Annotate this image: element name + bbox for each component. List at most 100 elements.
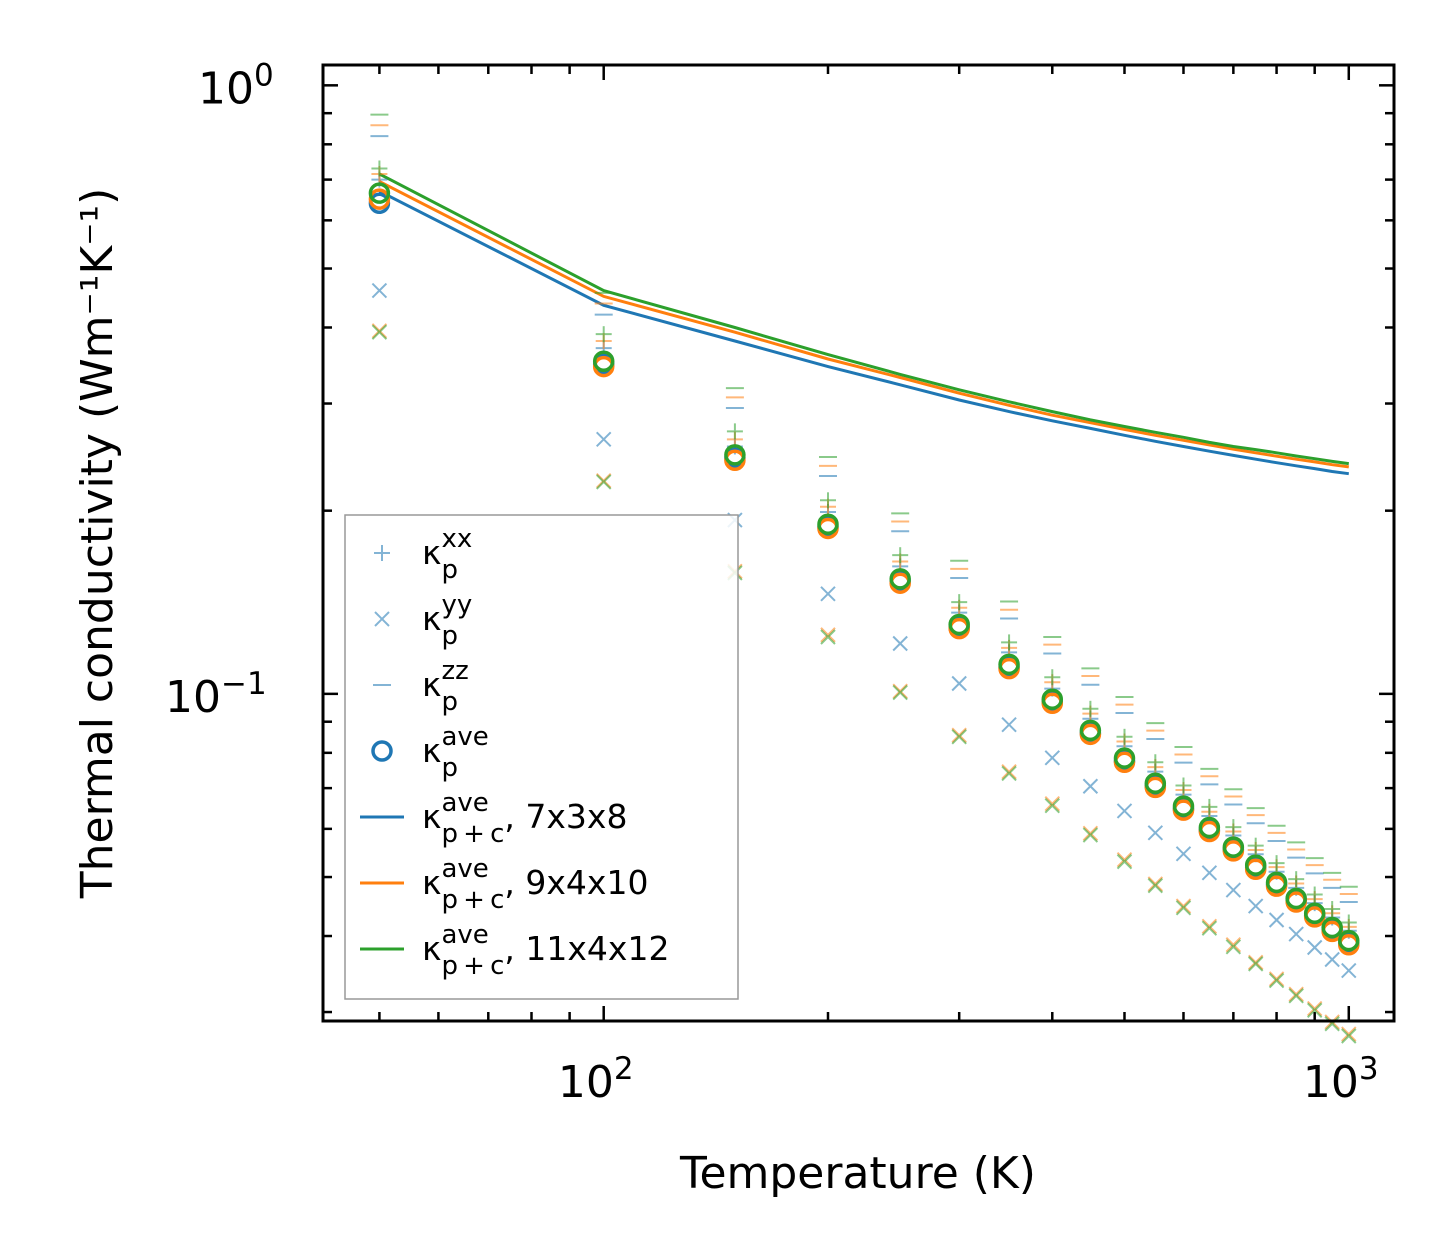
data-point-x	[1175, 900, 1192, 916]
y-tick-label: 10−1	[165, 666, 267, 723]
data-point-x-b	[1175, 900, 1192, 916]
data-point-x	[1001, 716, 1017, 733]
legend-label-sup: ave	[441, 854, 488, 884]
x-tick-label-exp: 2	[614, 1051, 634, 1087]
data-point-x	[1044, 750, 1060, 766]
data-point-x-b	[1044, 795, 1060, 812]
data-point-x-b	[371, 324, 388, 340]
data-point-x	[1247, 898, 1264, 914]
legend-label-sub: p	[441, 555, 458, 585]
data-point-x	[371, 282, 388, 299]
data-point-plus	[819, 492, 836, 509]
data-point-x	[1116, 803, 1133, 819]
data-point-circle	[724, 444, 746, 466]
x-tick-label-base: 10	[558, 1057, 614, 1108]
data-point-plus	[1044, 669, 1061, 686]
legend-label-base: κ	[422, 599, 441, 638]
data-point-x	[1147, 876, 1164, 892]
data-point-x-b	[1082, 778, 1099, 794]
data-point-x-b	[1044, 750, 1060, 766]
data-point-x	[820, 586, 836, 602]
legend-label-base: κ	[422, 731, 441, 770]
data-point-x	[1147, 825, 1164, 841]
legend-label-sub: p	[441, 621, 458, 651]
data-point-x	[1147, 877, 1164, 894]
data-point-plus	[371, 160, 388, 177]
data-point-x-b	[1247, 954, 1264, 971]
legend-label: κxx p	[422, 524, 472, 585]
data-point-plus	[1147, 754, 1164, 771]
data-point-x-b	[820, 586, 836, 602]
data-point-x-b	[1324, 951, 1340, 968]
x-tick-label: 103	[1303, 1051, 1379, 1108]
data-point-x	[951, 675, 967, 692]
series-minus-8	[370, 113, 1358, 888]
data-point-x-b	[1147, 825, 1164, 841]
y-axis-title: Thermal conductivity (Wm⁻¹K⁻¹)	[72, 188, 123, 900]
legend-marker-x	[374, 611, 390, 627]
legend-label-suffix: , 11x4x12	[504, 929, 669, 968]
data-point-circle	[889, 568, 911, 590]
series-line-2	[378, 172, 1349, 466]
data-point-x	[1116, 851, 1133, 868]
data-point-x	[1201, 865, 1218, 881]
data-point-circle	[1041, 688, 1064, 710]
x-axis-title: Temperature (K)	[679, 1148, 1036, 1199]
data-point-circle	[1321, 916, 1343, 939]
legend-marker-x-b	[374, 611, 390, 627]
data-point-x	[371, 324, 388, 340]
data-point-circle	[1285, 887, 1307, 910]
series-x-5	[371, 324, 1357, 1044]
data-point-circle	[1113, 747, 1136, 769]
data-point-plus	[1268, 855, 1285, 872]
data-point-x	[1268, 971, 1285, 987]
data-point-x-b	[1044, 797, 1060, 814]
data-point-x-b	[1225, 937, 1242, 953]
data-point-x	[1341, 1026, 1357, 1042]
data-point-x	[1116, 853, 1133, 870]
data-point-plus	[1001, 634, 1018, 651]
data-point-x	[951, 729, 967, 745]
data-point-circle	[1338, 929, 1360, 952]
legend-marker-plus	[374, 545, 390, 561]
series-x-4	[371, 323, 1357, 1042]
data-point-x	[1341, 962, 1357, 979]
legend-label-base: κ	[422, 533, 441, 572]
data-point-x-b	[1225, 882, 1242, 898]
data-point-circle	[1303, 902, 1326, 924]
data-point-x-b	[1306, 1002, 1323, 1018]
data-point-circle	[948, 613, 970, 636]
data-point-x	[1001, 763, 1017, 780]
data-point-x-b	[1147, 876, 1164, 892]
data-point-x-b	[1201, 865, 1218, 881]
legend-label-base: κ	[422, 863, 441, 902]
legend-label-sup: ave	[441, 788, 488, 818]
data-point-x	[1044, 797, 1060, 814]
data-point-x	[1201, 918, 1218, 934]
data-point-x	[1225, 882, 1242, 898]
data-point-circle	[1198, 816, 1221, 839]
legend-label-sup: zz	[441, 656, 468, 686]
legend-label-sub: p	[441, 687, 458, 717]
legend-label-sup: xx	[441, 524, 472, 554]
data-point-circle	[1144, 772, 1167, 795]
data-point-x-b	[1306, 939, 1323, 956]
data-point-x	[951, 727, 967, 743]
data-point-x	[1288, 986, 1304, 1002]
series-minus-7	[370, 124, 1358, 895]
legend-label: κave p + c, 9x4x10	[422, 854, 648, 915]
data-point-x-b	[1225, 939, 1242, 955]
data-point-x-b	[1247, 956, 1264, 972]
series-minus-6	[370, 135, 1358, 903]
data-point-x-b	[951, 729, 967, 745]
data-point-plus	[951, 594, 968, 611]
data-point-circle	[1222, 836, 1245, 858]
data-point-x	[1001, 765, 1017, 782]
legend-label-sub: p + c	[441, 885, 504, 915]
data-point-x	[1306, 1000, 1323, 1017]
data-point-circle	[368, 182, 391, 204]
legend-label-sup: yy	[441, 590, 472, 620]
data-point-x-b	[1288, 988, 1304, 1004]
data-point-x	[595, 474, 612, 490]
data-point-x	[595, 431, 612, 448]
